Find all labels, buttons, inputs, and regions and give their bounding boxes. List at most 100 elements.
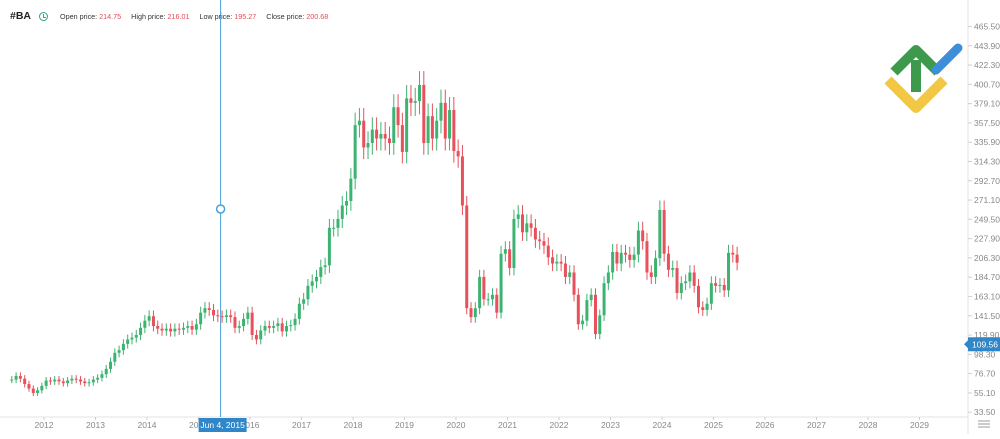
candle-up[interactable] [10, 376, 14, 384]
candle-down[interactable] [508, 241, 512, 276]
candle-down[interactable] [396, 94, 400, 138]
candle-up[interactable] [164, 323, 168, 336]
candle-down[interactable] [74, 375, 78, 384]
candle-down[interactable] [160, 323, 164, 336]
candle-up[interactable] [684, 274, 688, 291]
candle-down[interactable] [409, 84, 413, 117]
candle-down[interactable] [443, 89, 447, 151]
candle-up[interactable] [332, 218, 336, 237]
candle-up[interactable] [237, 320, 241, 334]
candle-up[interactable] [636, 221, 640, 263]
candle-down[interactable] [452, 97, 456, 163]
candle-up[interactable] [585, 293, 589, 327]
candle-up[interactable] [44, 377, 48, 390]
candle-up[interactable] [606, 265, 610, 291]
candle-down[interactable] [216, 309, 220, 322]
candle-up[interactable] [203, 302, 207, 319]
candle-up[interactable] [598, 309, 602, 340]
candle-down[interactable] [563, 255, 567, 285]
candle-up[interactable] [345, 191, 349, 216]
candle-up[interactable] [439, 89, 443, 134]
candle-up[interactable] [121, 339, 125, 355]
candle-down[interactable] [190, 320, 194, 335]
candle-down[interactable] [362, 108, 366, 160]
candle-up[interactable] [130, 332, 134, 345]
candle-down[interactable] [83, 377, 87, 387]
candle-up[interactable] [143, 315, 147, 334]
candle-up[interactable] [147, 310, 151, 327]
candle-up[interactable] [272, 320, 276, 334]
candle-up[interactable] [525, 214, 529, 241]
candle-up[interactable] [490, 288, 494, 306]
candle-up[interactable] [173, 323, 177, 337]
candle-down[interactable] [521, 205, 525, 241]
candle-up[interactable] [654, 250, 658, 285]
candle-up[interactable] [486, 292, 490, 306]
candle-up[interactable] [581, 315, 585, 330]
candle-up[interactable] [473, 302, 477, 323]
candle-up[interactable] [340, 195, 344, 229]
candle-down[interactable] [387, 126, 391, 155]
candle-down[interactable] [692, 265, 696, 293]
candle-up[interactable] [186, 320, 190, 334]
candle-up[interactable] [224, 309, 228, 323]
candle-up[interactable] [336, 209, 340, 237]
candle-up[interactable] [259, 325, 263, 345]
candle-up[interactable] [589, 288, 593, 307]
candle-down[interactable] [207, 302, 211, 316]
candle-down[interactable] [460, 145, 464, 216]
candle-up[interactable] [104, 364, 108, 378]
candle-down[interactable] [48, 377, 52, 385]
candle-up[interactable] [96, 374, 100, 384]
candle-up[interactable] [357, 108, 361, 138]
candle-down[interactable] [27, 380, 31, 392]
candle-down[interactable] [177, 323, 181, 335]
candle-up[interactable] [306, 279, 310, 306]
candle-up[interactable] [181, 322, 185, 335]
candle-down[interactable] [78, 376, 82, 385]
candle-up[interactable] [70, 375, 74, 384]
candle-up[interactable] [568, 265, 572, 285]
candle-down[interactable] [495, 288, 499, 319]
candle-down[interactable] [212, 304, 216, 322]
candle-up[interactable] [66, 377, 70, 387]
candle-down[interactable] [383, 121, 387, 151]
candle-up[interactable] [405, 84, 409, 164]
candle-up[interactable] [199, 306, 203, 330]
candle-down[interactable] [593, 288, 597, 340]
candle-up[interactable] [516, 205, 520, 229]
candle-down[interactable] [469, 302, 473, 323]
candle-up[interactable] [117, 345, 121, 358]
candle-down[interactable] [546, 237, 550, 266]
candle-up[interactable] [727, 244, 731, 297]
candle-up[interactable] [632, 246, 636, 268]
candle-up[interactable] [370, 117, 374, 155]
candle-up[interactable] [671, 260, 675, 278]
candle-up[interactable] [499, 245, 503, 319]
candle-up[interactable] [435, 108, 439, 151]
candle-up[interactable] [302, 292, 306, 310]
candle-up[interactable] [134, 329, 138, 343]
candle-up[interactable] [426, 103, 430, 155]
candle-up[interactable] [289, 319, 293, 332]
candle-up[interactable] [297, 297, 301, 325]
candle-down[interactable] [400, 112, 404, 164]
candle-down[interactable] [666, 245, 670, 278]
candle-up[interactable] [478, 269, 482, 315]
candle-down[interactable] [722, 278, 726, 297]
candle-down[interactable] [714, 276, 718, 293]
candle-up[interactable] [555, 254, 559, 272]
candle-up[interactable] [276, 317, 280, 332]
candle-down[interactable] [430, 103, 434, 151]
candle-up[interactable] [53, 376, 57, 385]
candle-up[interactable] [87, 378, 91, 387]
candle-down[interactable] [533, 218, 537, 248]
candle-down[interactable] [156, 320, 160, 335]
candle-up[interactable] [503, 241, 507, 262]
candle-up[interactable] [100, 370, 104, 382]
candle-up[interactable] [323, 257, 327, 275]
candle-down[interactable] [675, 260, 679, 300]
candle-down[interactable] [18, 372, 22, 383]
